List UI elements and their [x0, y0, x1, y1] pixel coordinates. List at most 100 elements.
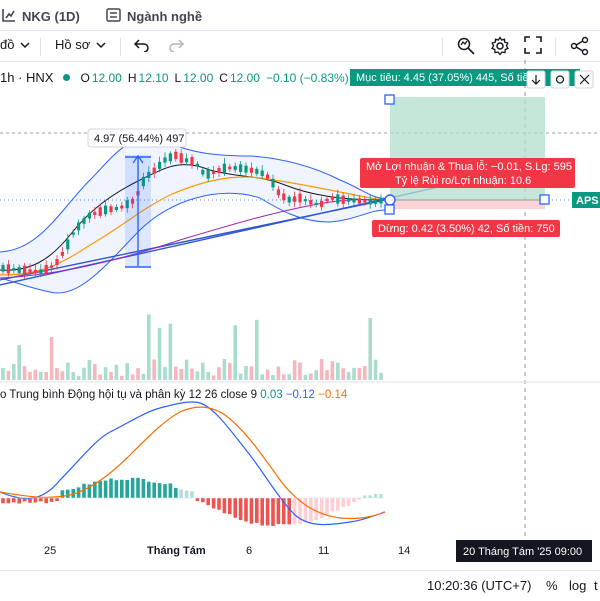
time-tick: 11 — [318, 545, 330, 557]
close-icon — [579, 74, 590, 85]
candle — [131, 198, 135, 204]
volume-bar — [76, 375, 81, 380]
stop-zone[interactable] — [390, 200, 545, 209]
ma-slow — [0, 176, 386, 276]
volume-bar — [179, 368, 183, 380]
volume-bar — [314, 370, 318, 380]
volume-bar — [87, 359, 92, 380]
volume-group — [1, 314, 383, 380]
macd-hist-bar — [368, 495, 372, 498]
volume-bar — [98, 374, 102, 380]
volume-bar — [17, 345, 21, 380]
volume-bar — [195, 371, 200, 380]
aps-tag — [572, 192, 600, 208]
macd-signal-value: −0.14 — [318, 389, 348, 401]
macd-hist-bar — [190, 491, 194, 498]
volume-bar — [325, 370, 329, 380]
open-value: 12.00 — [91, 70, 122, 85]
clock-display[interactable]: 10:20:36 (UTC+7) — [427, 578, 532, 593]
candle — [1, 265, 5, 272]
log-toggle[interactable]: log — [569, 578, 587, 593]
symbol-interval[interactable]: 1h · HNX — [0, 70, 54, 85]
candle — [147, 171, 151, 178]
volume-bar — [1, 368, 5, 380]
fullscreen-icon[interactable] — [524, 36, 542, 54]
macd-hist-bar — [87, 484, 92, 498]
macd-name[interactable]: o Trung bình Động hội tụ và phân kỳ — [0, 389, 186, 401]
time-tick: Tháng Tám — [147, 545, 206, 557]
settings-small-button[interactable] — [550, 70, 570, 89]
volume-bar — [49, 337, 54, 380]
macd-hist-bar — [201, 498, 205, 503]
macd-histogram — [1, 477, 383, 527]
tab-bar: NKG (1D) Ngành nghề — [0, 0, 600, 31]
volume-bar — [292, 360, 297, 380]
volume-bar — [82, 367, 86, 380]
volume-bar — [109, 371, 113, 380]
volume-bar — [309, 373, 313, 380]
undo-icon[interactable] — [134, 38, 150, 52]
ratio-label: Tỷ lệ Rủi ro/Lợi nhuận: 10.6 — [395, 175, 531, 187]
indicator-dropdown-label: đồ — [0, 37, 15, 52]
macd-hist-bar — [211, 498, 216, 509]
macd-legend: o Trung bình Động hội tụ và phân kỳ 12 2… — [0, 389, 347, 401]
market-status-dot — [63, 74, 71, 81]
search-chart-icon[interactable] — [456, 36, 476, 56]
macd-hist-bar — [141, 478, 146, 498]
macd-params: 12 26 close 9 — [188, 389, 258, 401]
macd-hist-bar — [103, 480, 108, 498]
volume-bar — [228, 362, 232, 380]
candle — [33, 269, 37, 274]
list-icon — [106, 7, 121, 25]
candle — [239, 164, 243, 172]
candle — [87, 212, 91, 219]
candle — [293, 196, 297, 202]
volume-bar — [28, 371, 32, 380]
volume-bar — [184, 359, 189, 380]
volume-bar — [352, 367, 356, 380]
volume-bar — [206, 371, 210, 380]
macd-hist-bar — [249, 498, 254, 524]
candle — [260, 170, 264, 177]
gear-icon[interactable] — [490, 36, 510, 56]
redo-icon[interactable] — [168, 38, 184, 52]
macd-hist-bar — [163, 484, 167, 498]
macd-hist-bar — [346, 498, 351, 506]
macd-hist-bar — [303, 498, 308, 523]
candle — [298, 193, 302, 203]
entry-handle[interactable] — [384, 194, 396, 206]
pnl-label-box — [360, 158, 575, 188]
stop-handle[interactable] — [384, 204, 395, 215]
macd-hist-bar — [352, 498, 356, 502]
candle — [244, 165, 248, 173]
candle — [212, 170, 216, 174]
width-handle[interactable] — [539, 194, 550, 205]
macd-hist-bar — [49, 498, 54, 502]
candle — [357, 198, 361, 204]
macd-hist-bar — [260, 498, 264, 526]
volume-bar — [357, 367, 362, 380]
profile-dropdown[interactable]: Hồ sơ — [55, 37, 106, 52]
indicator-dropdown[interactable]: đồ — [0, 37, 30, 52]
price-chart[interactable]: 4.97 (56.44%) 497 Mục tiêu: 4.45 (37.05%… — [0, 60, 600, 600]
volume-bar — [147, 314, 151, 380]
candle — [228, 166, 232, 170]
volume-bar — [125, 363, 129, 380]
share-icon[interactable] — [570, 36, 590, 56]
candle — [282, 193, 286, 201]
volume-bar — [346, 371, 351, 380]
volume-bar — [55, 367, 59, 380]
volume-bar — [276, 366, 281, 380]
candle — [374, 199, 378, 204]
toolbar-divider — [555, 38, 556, 56]
profile-dropdown-label: Hồ sơ — [55, 37, 91, 52]
percent-toggle[interactable]: % — [546, 578, 558, 593]
candle — [6, 264, 10, 274]
time-axis[interactable]: 25 Tháng Tám 6 11 14 — [0, 537, 600, 563]
tab-industry[interactable]: Ngành nghề — [106, 6, 202, 26]
tab-symbol[interactable]: NKG (1D) — [2, 6, 80, 26]
volume-bar — [211, 375, 216, 380]
volume-bar — [249, 366, 254, 380]
auto-toggle[interactable]: t — [594, 578, 598, 593]
target-handle[interactable] — [384, 94, 395, 105]
